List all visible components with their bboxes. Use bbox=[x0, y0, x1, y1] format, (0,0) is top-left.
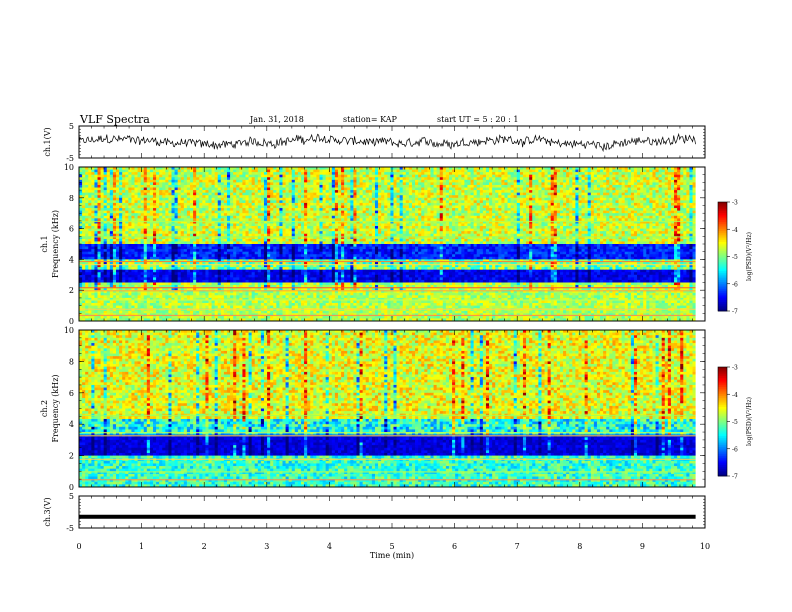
y-tick-label: 0 bbox=[69, 483, 74, 492]
y-tick-label: 0 bbox=[69, 317, 74, 326]
colorbar-gradient bbox=[718, 367, 727, 477]
colorbar-tick-label: -7 bbox=[732, 309, 738, 316]
colorbar-label: log(PSD)(V²/Hz) bbox=[746, 397, 753, 446]
colorbar-tick-label: -6 bbox=[732, 446, 738, 453]
y-axis-label-channel: ch.2 bbox=[40, 400, 49, 417]
y-tick-label: 4 bbox=[69, 255, 74, 264]
y-tick-label: 8 bbox=[69, 357, 74, 366]
colorbar-tick-label: -5 bbox=[732, 254, 738, 261]
y-tick-label: 10 bbox=[64, 326, 74, 335]
ch2-spectrogram bbox=[79, 330, 705, 488]
y-tick-label: 10 bbox=[64, 163, 74, 172]
ch1-waveform-line bbox=[78, 132, 696, 153]
colorbar-tick-label: -3 bbox=[732, 365, 738, 372]
x-tick-label: 2 bbox=[202, 542, 207, 551]
y-axis-label-channel: ch.1 bbox=[40, 235, 49, 252]
ch1-spectrogram bbox=[79, 167, 705, 322]
colorbar-tick-label: -3 bbox=[732, 200, 738, 207]
y-tick-label: -5 bbox=[66, 524, 74, 533]
y-tick-label: 2 bbox=[69, 286, 74, 295]
colorbar-gradient bbox=[718, 202, 727, 312]
x-tick-label: 10 bbox=[700, 542, 710, 551]
colorbar-tick-label: -5 bbox=[732, 419, 738, 426]
colorbar-tick-label: -6 bbox=[732, 281, 738, 288]
x-axis-label: Time (min) bbox=[370, 551, 414, 560]
date-label: Jan. 31, 2018 bbox=[250, 115, 304, 124]
y-tick-label: -5 bbox=[66, 154, 74, 163]
x-tick-label: 8 bbox=[577, 542, 582, 551]
y-tick-label: 2 bbox=[69, 452, 74, 461]
x-tick-label: 9 bbox=[640, 542, 645, 551]
start-ut-label: start UT = 5 : 20 : 1 bbox=[437, 115, 518, 124]
colorbar-tick-label: -4 bbox=[732, 227, 738, 234]
y-tick-label: 5 bbox=[69, 122, 74, 131]
chart-title: VLF Spectra bbox=[80, 113, 150, 126]
x-tick-label: 7 bbox=[515, 542, 520, 551]
colorbar-tick-label: -4 bbox=[732, 392, 738, 399]
y-tick-label: 8 bbox=[69, 194, 74, 203]
x-tick-label: 3 bbox=[264, 542, 269, 551]
y-tick-label: 6 bbox=[69, 225, 74, 234]
y-axis-label: ch.3(V) bbox=[43, 497, 52, 526]
x-tick-label: 4 bbox=[327, 542, 332, 551]
colorbar-label: log(PSD)(V²/Hz) bbox=[746, 232, 753, 281]
y-axis-label-frequency: Frequency (kHz) bbox=[51, 374, 60, 442]
x-tick-label: 6 bbox=[452, 542, 457, 551]
y-tick-label: 5 bbox=[69, 492, 74, 501]
y-axis-label: ch.1(V) bbox=[43, 127, 52, 156]
colorbar-tick-label: -7 bbox=[732, 474, 738, 481]
y-tick-label: 4 bbox=[69, 420, 74, 429]
x-tick-label: 5 bbox=[389, 542, 394, 551]
station-label: station= KAP bbox=[343, 115, 397, 124]
y-axis-label-frequency: Frequency (kHz) bbox=[51, 210, 60, 278]
x-tick-label: 0 bbox=[76, 542, 81, 551]
y-tick-label: 6 bbox=[69, 389, 74, 398]
x-tick-label: 1 bbox=[139, 542, 144, 551]
